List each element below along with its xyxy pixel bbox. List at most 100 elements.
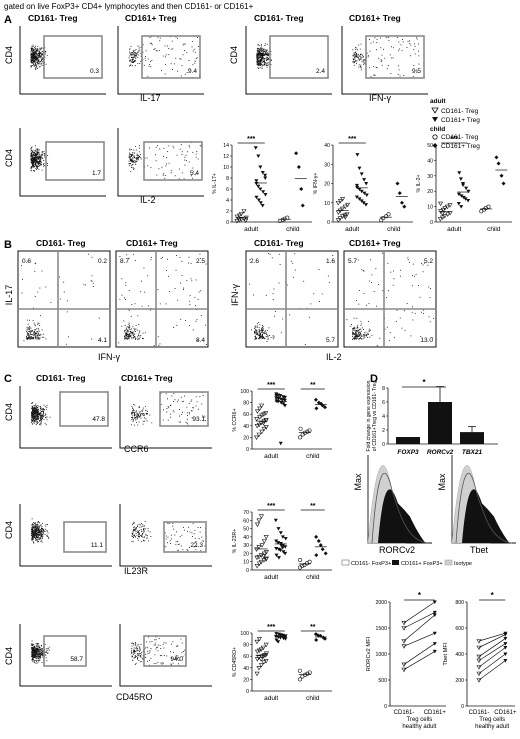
flow-dot [270, 337, 272, 338]
flow-dot [33, 655, 35, 657]
flow-dot [257, 333, 259, 334]
data-point-open-triangle [476, 639, 482, 644]
data-point-open-circle [298, 558, 303, 563]
flow-dot [37, 322, 39, 324]
flow-dot [142, 415, 144, 417]
flow-dot [39, 56, 41, 58]
flow-dot [142, 423, 144, 425]
flow-dot [139, 647, 140, 649]
y-tick-label: 50 [427, 143, 433, 149]
flow-dot [137, 158, 139, 159]
flow-dot [131, 57, 132, 58]
y-axis-title: Fold change in gene expression [366, 380, 372, 451]
flow-dot [31, 415, 33, 417]
flow-dot [263, 50, 265, 52]
flow-dot [206, 344, 207, 345]
flow-dot [146, 412, 148, 414]
flow-dot [186, 72, 188, 73]
flow-dot [182, 655, 184, 657]
flow-dot [132, 51, 134, 53]
flow-dot [37, 419, 39, 420]
flow-dot [164, 45, 166, 47]
flow-dot [352, 54, 354, 56]
flow-dot [258, 59, 260, 61]
x-group-label: child [306, 695, 320, 702]
flow-dot [66, 311, 68, 313]
y-tick-label: 60 [243, 518, 249, 524]
flow-dot [165, 54, 167, 56]
flow-dot [32, 410, 34, 411]
flow-dot [406, 47, 408, 48]
flow-dot [376, 42, 378, 43]
flow-dot [37, 409, 38, 410]
data-point-open-triangle [401, 639, 407, 644]
flow-dot [34, 531, 36, 533]
y-tick-label: 10 [243, 560, 249, 566]
flow-dot [352, 328, 353, 330]
flow-dot [31, 410, 33, 412]
flow-dot [354, 57, 356, 59]
flow-dot [368, 303, 370, 305]
flow-dot [256, 337, 258, 339]
flow-dot [38, 332, 39, 334]
data-point-open-triangle [258, 657, 264, 662]
flow-dot [257, 331, 259, 333]
flow-dot [34, 413, 36, 414]
flow-dot [33, 159, 35, 161]
flow-dot [136, 534, 138, 536]
flow-dot [42, 408, 44, 409]
flow-dot [35, 655, 37, 657]
flow-dot [32, 541, 34, 543]
flow-dot [32, 644, 34, 646]
flow-dot [39, 53, 41, 55]
flow-dot [258, 49, 260, 51]
flow-dot [266, 63, 268, 65]
flow-dot [360, 337, 361, 339]
y-tick-label: 10 [324, 201, 330, 207]
flow-dot [133, 62, 135, 63]
flow-dot [37, 531, 39, 533]
flow-dot [45, 413, 47, 415]
flow-dot [172, 69, 173, 70]
flow-dot [30, 162, 32, 163]
flow-dot [40, 333, 42, 335]
flow-dot [42, 151, 43, 153]
flow-dot [33, 62, 35, 64]
flow-dot [28, 336, 29, 338]
quadrant-value: 13.0 [420, 337, 433, 344]
flow-dot [42, 417, 44, 419]
data-point-filled-triangle [279, 401, 284, 405]
flow-dot [36, 331, 38, 333]
flow-dot [40, 53, 41, 55]
flow-dot [31, 532, 33, 534]
data-point-open-triangle [243, 215, 249, 221]
flow-dot [149, 309, 151, 311]
data-point-open-triangle [259, 543, 265, 548]
flow-dot [134, 336, 136, 337]
y-tick-label: 40 [243, 535, 249, 541]
flow-dot [41, 329, 43, 331]
flow-dot [35, 411, 37, 413]
pair-line [478, 638, 506, 657]
flow-dot [135, 146, 136, 147]
flow-dot [266, 54, 268, 56]
flow-dot [358, 334, 360, 336]
x-category-label: CD161+ [494, 710, 517, 716]
y-tick-label: 2 [226, 209, 229, 215]
flow-dot [133, 410, 135, 412]
flow-dot [32, 417, 33, 419]
flow-dot [39, 423, 41, 425]
flow-dot [133, 60, 135, 62]
flow-dot [37, 535, 39, 537]
flow-dot [37, 59, 39, 61]
data-point-open-circle [298, 435, 303, 440]
flow-dot [40, 55, 42, 57]
flow-dot [319, 301, 320, 302]
flow-dot [36, 648, 38, 650]
data-point-open-triangle [442, 206, 448, 211]
flow-dot [39, 538, 41, 540]
flow-dot [41, 53, 42, 55]
flow-dot [136, 418, 138, 420]
flow-dot [30, 338, 32, 339]
flow-dot [384, 57, 386, 59]
